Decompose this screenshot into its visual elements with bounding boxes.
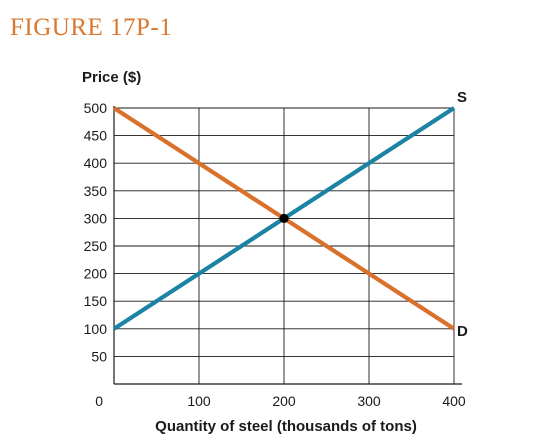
series-lines: SD bbox=[112, 89, 468, 340]
equilibrium-marker bbox=[279, 213, 289, 223]
origin-label: 0 bbox=[95, 393, 103, 409]
series-S-label: S bbox=[457, 89, 467, 106]
y-tick-label-200: 200 bbox=[84, 266, 108, 282]
axes bbox=[113, 106, 462, 385]
y-tick-label-450: 450 bbox=[84, 128, 108, 144]
y-tick-label-500: 500 bbox=[84, 100, 108, 116]
tick-labels: 50 100 150 200 250 300 350 400 450 500 0 100 200 300 4… bbox=[84, 100, 466, 409]
x-tick-label-200: 200 bbox=[272, 393, 296, 409]
x-tick-label-300: 300 bbox=[357, 393, 381, 409]
y-tick-label-50: 50 bbox=[91, 348, 107, 364]
y-tick-label-150: 150 bbox=[84, 293, 108, 309]
y-tick-label-300: 300 bbox=[84, 210, 108, 226]
x-tick-label-100: 100 bbox=[187, 393, 211, 409]
series-D-label: D bbox=[457, 323, 468, 340]
equilibrium-point bbox=[279, 213, 289, 223]
y-axis-title: Price ($) bbox=[82, 69, 141, 86]
y-tick-label-250: 250 bbox=[84, 238, 108, 254]
y-tick-label-100: 100 bbox=[84, 321, 108, 337]
grid bbox=[114, 107, 455, 384]
figure-label: FIGURE 17P-1 bbox=[10, 14, 173, 41]
x-axis-title: Quantity of steel (thousands of tons) bbox=[155, 418, 417, 435]
x-tick-label-400: 400 bbox=[442, 393, 466, 409]
y-tick-label-350: 350 bbox=[84, 183, 108, 199]
y-tick-label-400: 400 bbox=[84, 155, 108, 171]
